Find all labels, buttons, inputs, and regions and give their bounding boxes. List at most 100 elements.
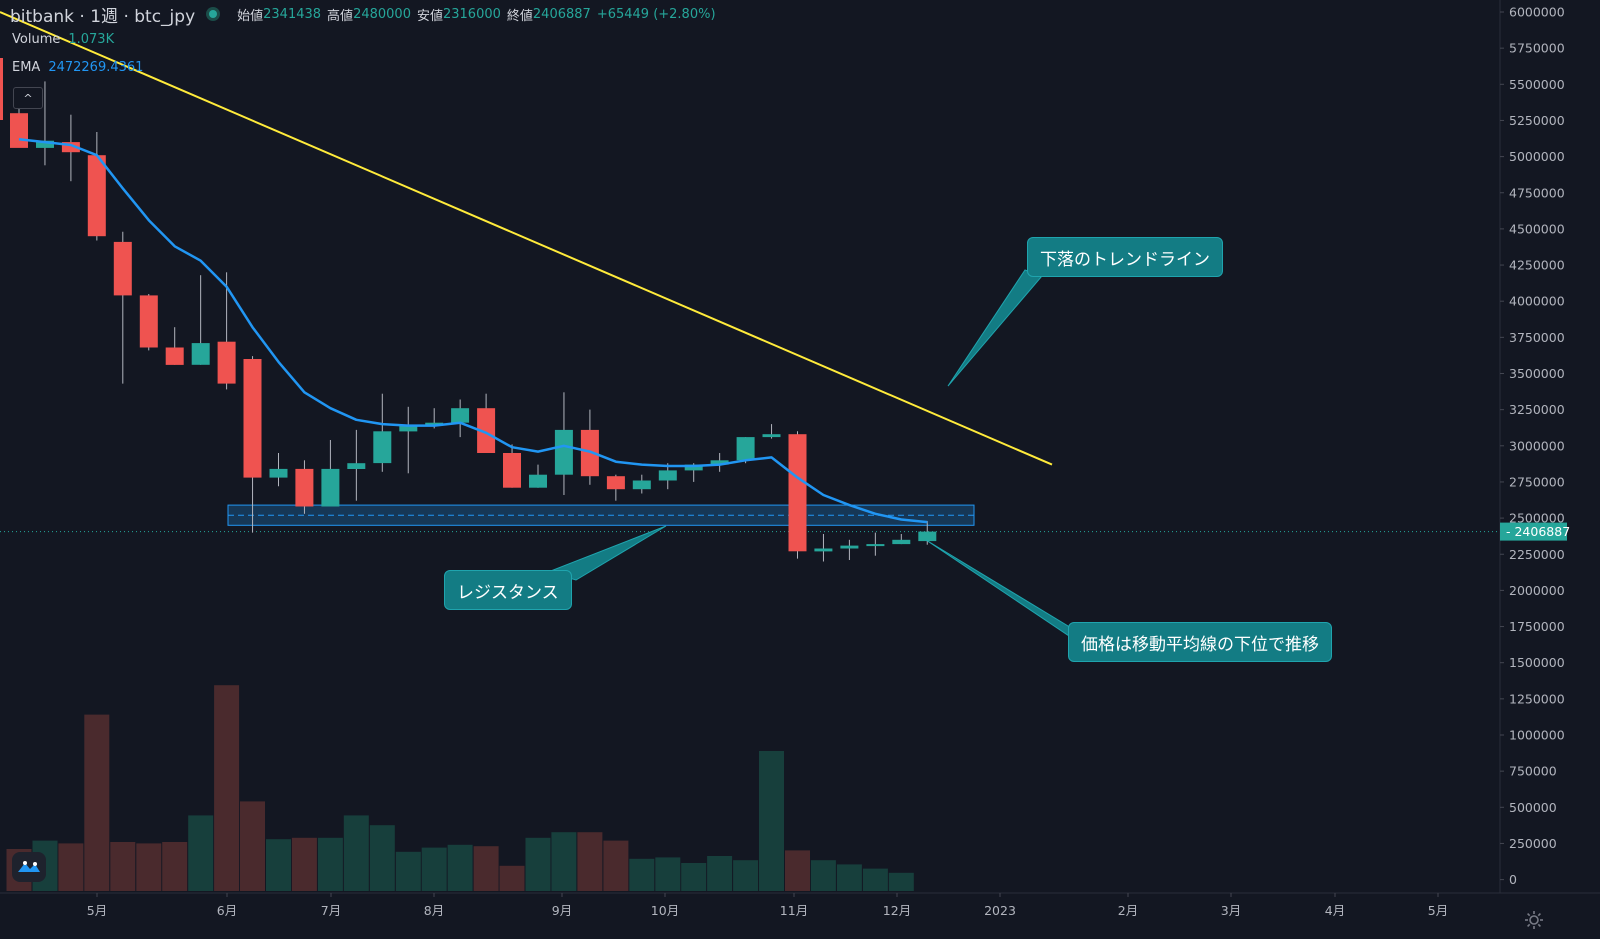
candle-body[interactable] (503, 453, 521, 488)
time-tick-label: 10月 (651, 903, 679, 918)
candle-body[interactable] (710, 460, 729, 465)
candle-body[interactable] (139, 295, 158, 348)
candle-body[interactable] (632, 480, 651, 490)
candle-body[interactable] (788, 434, 807, 552)
volume-bar (369, 825, 395, 891)
volume-bar (473, 846, 499, 891)
collapse-legend-button[interactable]: ^ (13, 87, 43, 109)
volume-legend[interactable]: Volume 1.073K (12, 32, 114, 47)
gear-icon[interactable] (1523, 909, 1545, 931)
volume-bar (162, 842, 188, 891)
ema-note-callout[interactable]: 価格は移動平均線の下位で推移 (1068, 622, 1332, 662)
time-tick-label: 12月 (883, 903, 911, 918)
close-value: 2406887 (532, 6, 591, 22)
high-value: 2480000 (353, 6, 411, 22)
ema-value: 2472269.4361 (48, 60, 144, 75)
candle-body[interactable] (477, 408, 496, 453)
candle-body[interactable] (554, 429, 573, 475)
volume-bar (291, 837, 317, 891)
price-tick-label: 750000 (1509, 764, 1557, 779)
candle-body[interactable] (87, 155, 106, 237)
price-tick-label: 3750000 (1509, 330, 1565, 345)
price-tick-label: 5500000 (1509, 77, 1565, 92)
price-tick-label: 0 (1509, 872, 1517, 887)
symbol-line[interactable]: bitbank · 1週 · btc_jpy (10, 6, 196, 27)
volume-bar (603, 840, 629, 891)
candle-body[interactable] (606, 476, 625, 490)
volume-bar (188, 815, 214, 891)
candle-body[interactable] (347, 463, 366, 469)
trendline-callout[interactable]: 下落のトレンドライン (1027, 237, 1223, 277)
candle-body[interactable] (451, 408, 470, 423)
volume-bar (136, 843, 162, 891)
candle-body[interactable] (373, 431, 392, 464)
volume-bar (214, 685, 240, 891)
price-tick-label: 3500000 (1509, 366, 1565, 381)
candle-body[interactable] (814, 548, 833, 552)
price-tick-label: 1000000 (1509, 728, 1565, 743)
volume-bar (317, 837, 343, 891)
candle-body[interactable] (321, 468, 340, 507)
candle-body[interactable] (658, 470, 677, 481)
time-tick-label: 9月 (552, 903, 572, 918)
tradingview-logo-icon[interactable] (12, 852, 46, 882)
candle-body[interactable] (762, 434, 781, 438)
volume-label: Volume (12, 32, 61, 47)
candle-body[interactable] (425, 422, 444, 426)
candle-body[interactable] (892, 539, 911, 545)
price-tick-label: 250000 (1509, 836, 1557, 851)
candle-body[interactable] (918, 531, 937, 542)
volume-bar (58, 843, 84, 891)
volume-bar (577, 832, 603, 891)
candle-body[interactable] (269, 468, 288, 478)
volume-bar (343, 815, 369, 891)
price-tick-label: 3250000 (1509, 402, 1565, 417)
low-label: 安値 (416, 8, 443, 24)
candle-body[interactable] (399, 425, 418, 432)
ema-legend[interactable]: EMA 2472269.4361 (12, 60, 143, 75)
trendline-callout-text: 下落のトレンドライン (1040, 249, 1210, 270)
open-label: 始値 (237, 8, 264, 24)
price-tick-label: 4750000 (1509, 185, 1565, 200)
close-label: 終値 (506, 8, 533, 24)
candle-body[interactable] (61, 142, 80, 153)
last-price-label: - 2406887 (1506, 524, 1570, 539)
time-tick-label: 2月 (1118, 903, 1138, 918)
price-tick-label: 6000000 (1509, 5, 1565, 20)
price-axis-panel[interactable] (1500, 0, 1600, 939)
candle-body[interactable] (243, 359, 262, 478)
candle-body[interactable] (529, 474, 547, 488)
candle-body[interactable] (295, 468, 314, 507)
time-tick-label: 2023 (984, 903, 1016, 918)
candle-body[interactable] (580, 429, 599, 477)
resistance-callout[interactable]: レジスタンス (444, 570, 572, 610)
volume-bar (888, 872, 914, 891)
volume-bar (733, 860, 759, 891)
candle-body[interactable] (36, 140, 54, 148)
ema-line[interactable] (18, 137, 928, 524)
price-tick-label: 3000000 (1509, 438, 1565, 453)
downtrend-line[interactable] (0, 11, 1053, 466)
volume-bar (447, 844, 473, 891)
volume-bar (110, 842, 136, 891)
volume-bar (240, 801, 265, 891)
candle-body[interactable] (113, 241, 132, 296)
market-status-icon (209, 10, 218, 18)
price-tick-label: 4500000 (1509, 221, 1565, 236)
low-value: 2316000 (442, 6, 501, 22)
last-price-badge (1500, 522, 1567, 541)
candle-body[interactable] (840, 545, 859, 549)
symbol-header: bitbank · 1週 · btc_jpy 始値 2341438 高値 24800… (10, 2, 716, 27)
candle-body[interactable] (191, 343, 210, 365)
volume-bar (525, 837, 551, 891)
price-tick-label: 1500000 (1509, 655, 1565, 670)
candle-body[interactable] (165, 347, 184, 365)
candle-body[interactable] (736, 437, 755, 461)
candle-body[interactable] (684, 464, 703, 471)
candle-body[interactable] (217, 341, 236, 384)
candle-body[interactable] (10, 113, 28, 148)
price-tick-label: 2250000 (1509, 547, 1565, 562)
resistance-callout-text: レジスタンス (457, 582, 559, 603)
candle-body[interactable] (866, 544, 885, 547)
